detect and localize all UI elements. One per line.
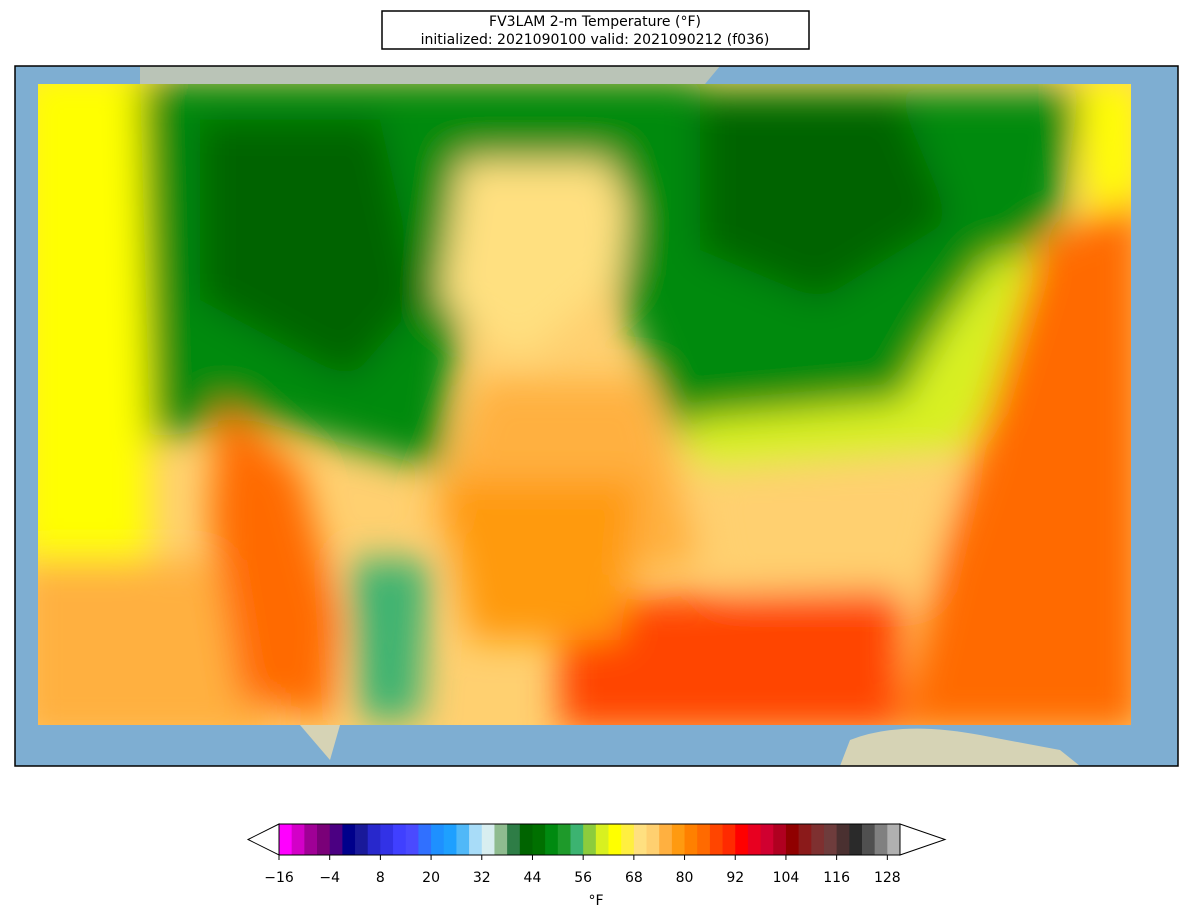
colorbar-outline [278,823,901,856]
colorbar-label: °F [588,893,603,909]
land-south [840,728,1080,766]
colorbar-swatch [697,824,711,855]
colorbar-tick-label: 104 [773,870,800,886]
colorbar-tick-label: 20 [422,870,440,886]
map-frame [14,65,1179,767]
colorbar-swatch [823,824,838,855]
colorbar-swatch [684,824,698,855]
colorbar-tick-label: 128 [874,870,901,886]
colorbar-swatch [659,824,673,855]
colorbar-swatch [456,824,470,855]
colorbar-swatch [380,824,394,855]
colorbar-tick-label: 32 [473,870,491,886]
colorbar-swatch [760,824,774,855]
colorbar-swatch [481,824,495,855]
colorbar-swatch [507,824,521,855]
colorbar-swatch [671,824,686,855]
colorbar-swatch [621,824,635,855]
colorbar-swatch [279,824,293,855]
colorbar-swatch [469,824,483,855]
colorbar-swatch [608,824,622,855]
colorbar-swatch [583,824,597,855]
colorbar-swatch [519,824,533,855]
colorbar-swatch [405,824,419,855]
colorbar-tick-label: 44 [524,870,542,886]
colorbar-tick-label: −16 [264,870,294,886]
subtitle: initialized: 2021090100 valid: 202109021… [421,32,770,48]
colorbar-tick-label: 80 [676,870,694,886]
colorbar-swatch [342,824,356,855]
colorbar-tick-label: −4 [319,870,340,886]
colorbar-tick-label: 92 [726,870,744,886]
colorbar-swatch [595,824,610,855]
colorbar-tick-label: 68 [625,870,643,886]
colorbar-tick-label: 56 [574,870,592,886]
colorbar-swatch [557,824,571,855]
map [14,65,1179,767]
colorbar-swatch [545,824,559,855]
colorbar-swatch [355,824,369,855]
colorbar-extend-low [246,823,280,856]
colorbar-swatch [861,824,876,855]
colorbar-swatch [646,824,660,855]
colorbar-swatch [317,824,331,855]
colorbar-swatch [798,824,812,855]
colorbar-swatch [874,824,888,855]
colorbar-swatch [570,824,584,855]
colorbar-swatch [418,824,432,855]
colorbar-tick-label: 116 [823,870,850,886]
colorbar-swatch [291,824,305,855]
colorbar-swatch [431,824,445,855]
colorbar-swatch [393,824,407,855]
colorbar-swatch [887,824,901,855]
colorbar-swatch [633,824,648,855]
colorbar-swatch [709,824,724,855]
title: FV3LAM 2-m Temperature (°F) [489,14,701,30]
colorbar-swatch [747,824,762,855]
colorbar-swatch [849,824,863,855]
colorbar-swatch [494,824,508,855]
temperature-field [38,84,1131,725]
colorbar-extend-high [899,823,947,856]
colorbar-swatch [329,824,343,855]
colorbar-swatch [773,824,787,855]
colorbar-tick-label: 8 [376,870,385,886]
colorbar: −16 −4 8 20 32 44 56 68 80 92 104 116 128 [246,823,947,886]
title-box [381,10,810,50]
colorbar-swatch [785,824,800,855]
colorbar-swatch [811,824,825,855]
colorbar-swatch [304,824,318,855]
land-baja [300,725,340,760]
colorbar-swatch [532,824,546,855]
colorbar-swatch [443,824,457,855]
colorbar-swatch [836,824,850,855]
colorbar-swatch [735,824,749,855]
colorbar-swatch [367,824,381,855]
colorbar-swatch [722,824,736,855]
